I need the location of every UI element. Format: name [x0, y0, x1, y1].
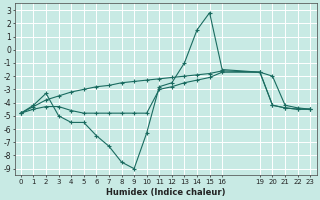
X-axis label: Humidex (Indice chaleur): Humidex (Indice chaleur): [106, 188, 225, 197]
